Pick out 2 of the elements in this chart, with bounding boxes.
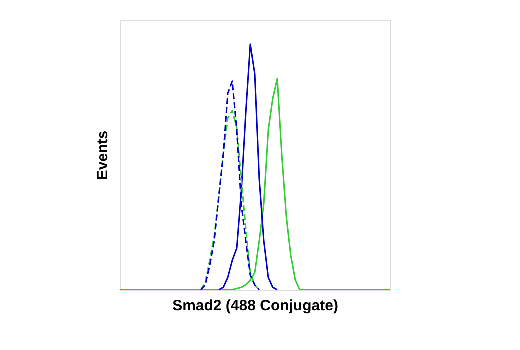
x-axis-title: Smad2 (488 Conjugate) [172,298,338,314]
y-axis-title: Events [94,130,112,180]
